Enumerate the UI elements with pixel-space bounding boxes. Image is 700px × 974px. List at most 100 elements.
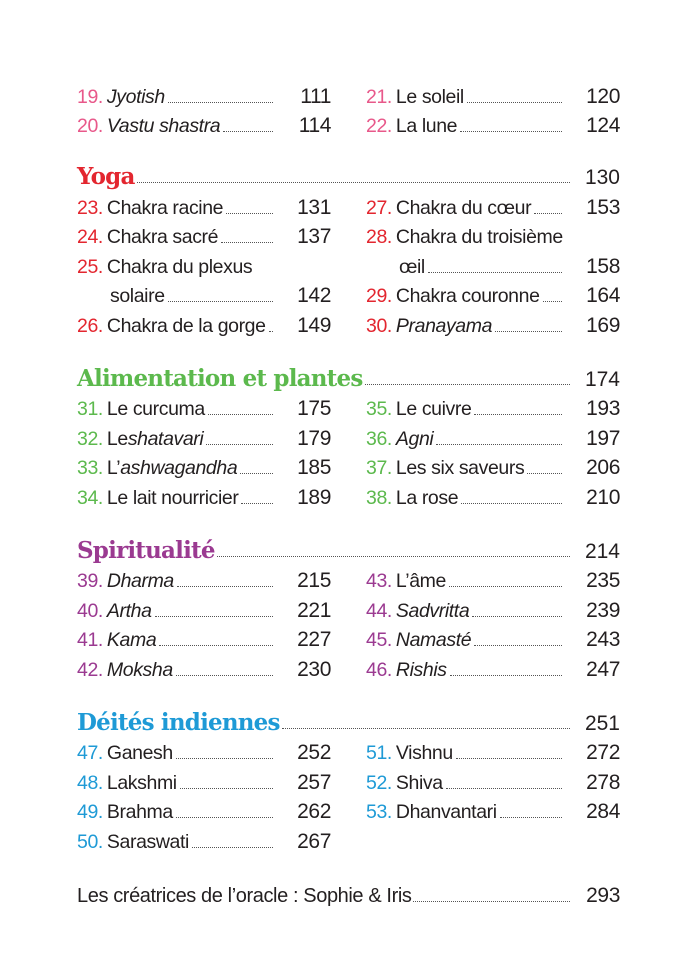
entry-page: 278: [586, 770, 620, 794]
toc-entry[interactable]: 45. Namasté 243: [366, 623, 620, 653]
toc-entry[interactable]: 38. La rose 210: [366, 480, 620, 510]
section-heading[interactable]: Yoga 130: [77, 158, 620, 190]
entry-number: 40.: [77, 599, 103, 622]
toc-entry[interactable]: 26. Chakra de la gorge 149: [77, 308, 331, 338]
entry-page: 137: [297, 225, 331, 248]
entry-title: Saraswati: [106, 830, 189, 853]
entry-title: Vishnu: [395, 742, 453, 764]
toc-entry[interactable]: 44. Sadvritta 239: [366, 593, 620, 623]
entry-number: 43.: [366, 570, 392, 592]
toc-entry[interactable]: 37. Les six saveurs 206: [366, 451, 620, 481]
entry-number: 35.: [366, 398, 392, 420]
dot-leader: [159, 645, 273, 646]
toc-entry[interactable]: 20. Vastu shastra 114: [77, 109, 331, 139]
toc-entry[interactable]: 30. Pranayama 169: [366, 308, 620, 338]
dot-leader: [364, 383, 570, 385]
section-page: 251: [584, 711, 620, 735]
entry-title-italic: Artha: [106, 599, 152, 622]
dot-leader: [167, 101, 273, 103]
entry-page: 158: [586, 254, 620, 278]
toc-entry[interactable]: 48. Lakshmi 257: [77, 765, 331, 795]
dot-leader: [206, 443, 273, 445]
entry-page: 227: [297, 628, 331, 651]
toc-entry[interactable]: 22. La lune 124: [366, 109, 620, 139]
entry-page: 179: [297, 426, 331, 450]
entry-number: 52.: [366, 771, 392, 794]
entry-page: 124: [586, 114, 620, 137]
toc-entry[interactable]: 36. Agni 197: [366, 421, 620, 451]
dot-leader: [499, 817, 562, 818]
section-heading[interactable]: Spiritualité 214: [77, 532, 620, 564]
toc-section: Déités indiennes 251 47. Ganesh 252 48. Lakshm…: [77, 704, 620, 854]
entry-title: Dhanvantari: [395, 801, 497, 823]
toc-entry[interactable]: 52. Shiva 278: [366, 765, 620, 795]
entry-page: 111: [300, 84, 331, 108]
entry-number: 20.: [77, 115, 103, 137]
entry-number: 36.: [366, 427, 392, 450]
toc-entry[interactable]: 25. Chakra du plexus: [77, 249, 331, 279]
dot-leader: [191, 846, 273, 848]
toc-entry[interactable]: 42. Moksha 230: [77, 652, 331, 682]
entry-page: 164: [586, 284, 620, 307]
entry-column-right: 21. Le soleil 120 22. La lune 124: [366, 79, 620, 138]
toc-entry[interactable]: 28. Chakra du troisième: [366, 220, 620, 250]
toc-entry[interactable]: 47. Ganesh 252: [77, 736, 331, 766]
toc-entry[interactable]: 41. Kama 227: [77, 623, 331, 653]
dot-leader: [427, 271, 562, 273]
table-of-contents: 19. Jyotish 111 20. Vastu shastra 114 21. Le so…: [77, 79, 620, 908]
toc-entry-continuation[interactable]: œil 158: [366, 249, 620, 279]
toc-entry[interactable]: 39. Dharma 215: [77, 564, 331, 594]
toc-entry[interactable]: 43. L’âme 235: [366, 564, 620, 594]
toc-entry[interactable]: 31. Le curcuma 175: [77, 392, 331, 422]
entry-number: 32.: [77, 427, 103, 450]
section-title: Alimentation et plantes: [77, 364, 363, 392]
entry-page: 284: [586, 800, 620, 823]
section-heading[interactable]: Alimentation et plantes 174: [77, 360, 620, 392]
toc-entry[interactable]: 32. Le shatavari 179: [77, 421, 331, 451]
entry-title: La lune: [395, 115, 458, 137]
toc-entry[interactable]: 53. Dhanvantari 284: [366, 795, 620, 825]
final-entry[interactable]: Les créatrices de l’oracle : Sophie & Ir…: [77, 876, 620, 908]
entry-columns: 19. Jyotish 111 20. Vastu shastra 114 21. Le so…: [77, 79, 620, 138]
entry-column-right: 35. Le cuivre 193 36. Agni 197 37. Les six save…: [366, 392, 620, 510]
entry-page: 235: [586, 569, 620, 592]
entry-columns: 31. Le curcuma 175 32. Le shatavari 179 33. L’ a…: [77, 392, 620, 510]
toc-entry[interactable]: 19. Jyotish 111: [77, 79, 331, 109]
entry-title: Ganesh: [106, 742, 173, 764]
toc-section: Yoga 130 23. Chakra racine 131 24. Chakra sacr…: [77, 158, 620, 338]
dot-leader: [221, 242, 273, 243]
entry-column-left: 47. Ganesh 252 48. Lakshmi 257 49. Brahma 262 50.…: [77, 736, 331, 854]
entry-title: Le lait nourricier: [106, 486, 239, 509]
toc-entry[interactable]: 27. Chakra du cœur 153: [366, 190, 620, 220]
entry-page: 142: [297, 284, 331, 307]
toc-entry[interactable]: 51. Vishnu 272: [366, 736, 620, 766]
entry-title-italic: Moksha: [106, 658, 173, 681]
toc-entry[interactable]: 49. Brahma 262: [77, 795, 331, 825]
toc-entry[interactable]: 35. Le cuivre 193: [366, 392, 620, 422]
dot-leader: [413, 900, 570, 902]
dot-leader: [460, 131, 562, 132]
section-title: Spiritualité: [77, 536, 215, 564]
toc-entry[interactable]: 34. Le lait nourricier 189: [77, 480, 331, 510]
entry-number: 44.: [366, 599, 392, 622]
entry-number: 26.: [77, 314, 103, 337]
entry-page: 272: [586, 741, 620, 764]
toc-entry[interactable]: 21. Le soleil 120: [366, 79, 620, 109]
final-entry-page: 293: [586, 883, 620, 907]
toc-entry[interactable]: 23. Chakra racine 131: [77, 190, 331, 220]
section-heading[interactable]: Déités indiennes 251: [77, 704, 620, 736]
toc-entry[interactable]: 50. Saraswati 267: [77, 824, 331, 854]
entry-title-italic: Namasté: [395, 629, 472, 651]
entry-column-right: 43. L’âme 235 44. Sadvritta 239 45. Namasté 243 4…: [366, 564, 620, 682]
toc-section: Spiritualité 214 39. Dharma 215 40. Artha 221 41…: [77, 532, 620, 682]
toc-entry[interactable]: 24. Chakra sacré 137: [77, 220, 331, 250]
dot-leader: [240, 473, 273, 474]
toc-entry[interactable]: 29. Chakra couronne 164: [366, 279, 620, 309]
toc-entry[interactable]: 40. Artha 221: [77, 593, 331, 623]
toc-entry-continuation[interactable]: solaire 142: [77, 279, 331, 309]
entry-title-italic: Pranayama: [395, 314, 493, 337]
toc-entry[interactable]: 33. L’ ashwagandha 185: [77, 451, 331, 481]
dot-leader: [436, 443, 562, 445]
toc-entry[interactable]: 46. Rishis 247: [366, 652, 620, 682]
dot-leader: [281, 727, 570, 729]
